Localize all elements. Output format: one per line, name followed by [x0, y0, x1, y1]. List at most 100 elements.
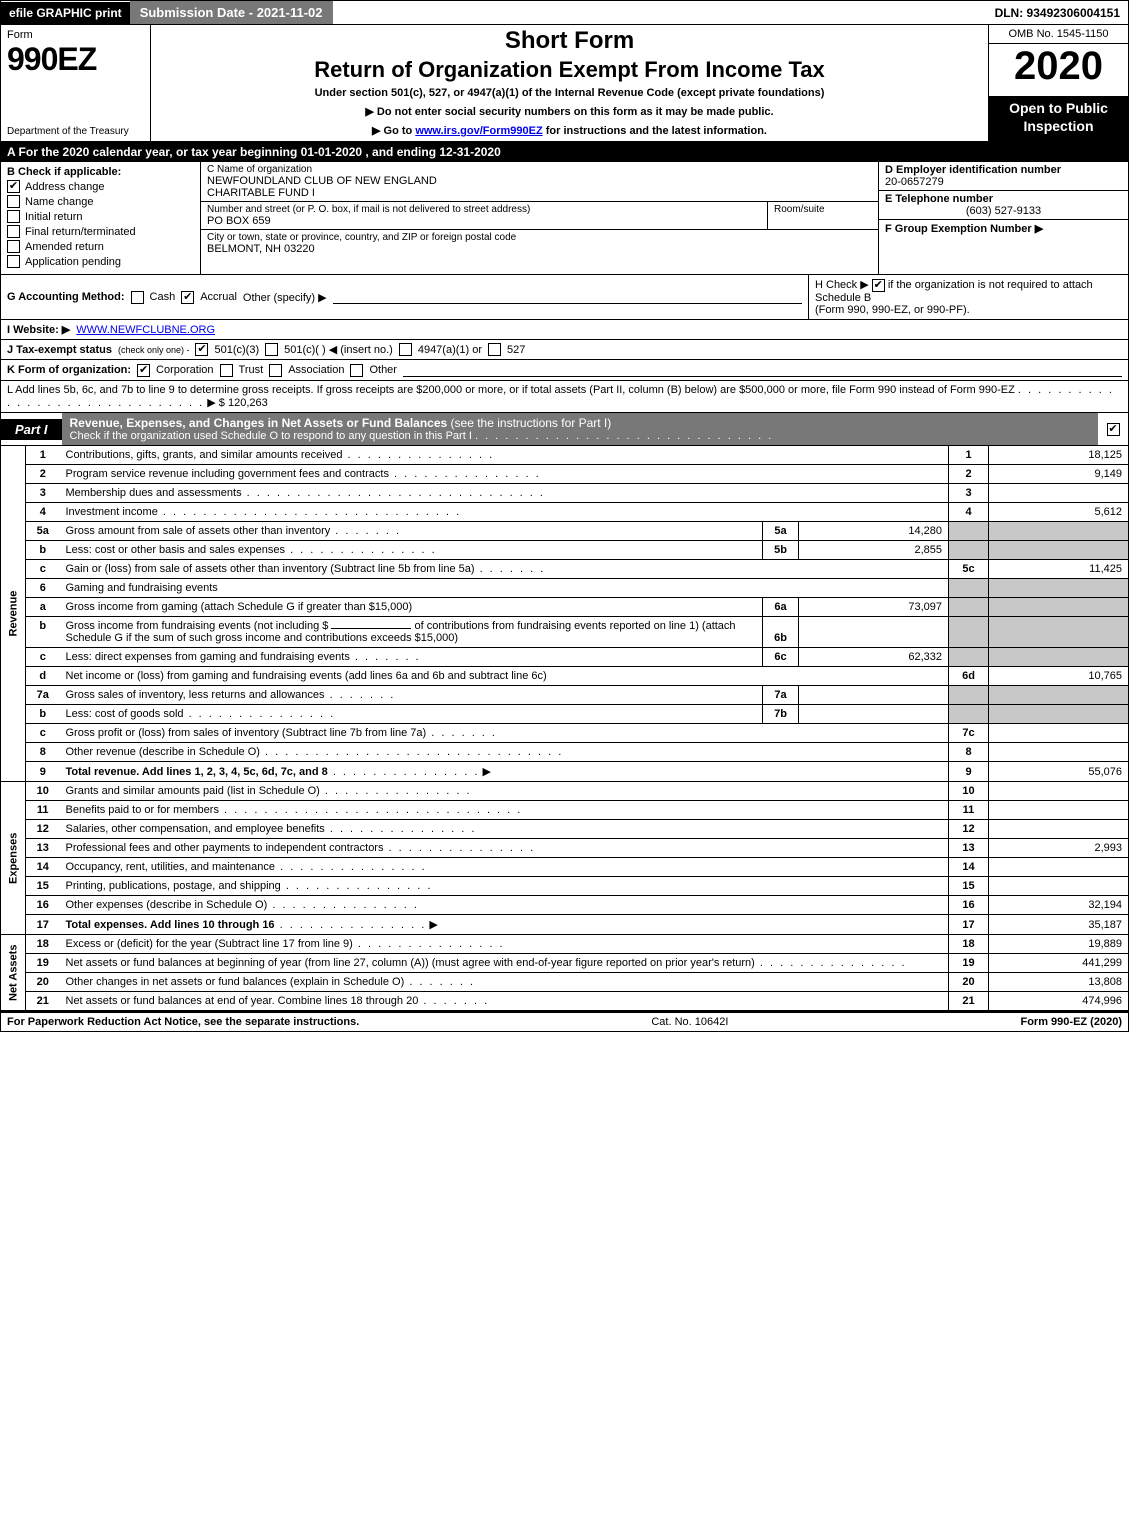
- chk-corp[interactable]: [137, 364, 150, 377]
- checkbox-icon[interactable]: [7, 180, 20, 193]
- row-h: H Check ▶ if the organization is not req…: [808, 275, 1128, 319]
- d-ein: D Employer identification number 20-0657…: [879, 162, 1128, 191]
- outn: 13: [949, 839, 989, 858]
- checkbox-icon[interactable]: [7, 225, 20, 238]
- chk-other[interactable]: [350, 364, 363, 377]
- outn: 12: [949, 820, 989, 839]
- ln: 1: [26, 446, 60, 465]
- chk-label: Final return/terminated: [25, 226, 136, 238]
- outv: 9,149: [989, 465, 1129, 484]
- row-7c: c Gross profit or (loss) from sales of i…: [1, 724, 1129, 743]
- chk-final-return[interactable]: Final return/terminated: [7, 225, 194, 238]
- room-label: Room/suite: [774, 204, 872, 215]
- i-label: I Website: ▶: [7, 323, 70, 336]
- outv: [989, 743, 1129, 762]
- checkbox-icon[interactable]: [1107, 423, 1120, 436]
- row-7b: b Less: cost of goods sold 7b: [1, 705, 1129, 724]
- ln: c: [26, 648, 60, 667]
- outv: [989, 598, 1129, 617]
- row-11: 11 Benefits paid to or for members 11: [1, 801, 1129, 820]
- submission-date: Submission Date - 2021-11-02: [130, 1, 333, 24]
- city-cell: City or town, state or province, country…: [201, 230, 878, 257]
- efile-print[interactable]: efile GRAPHIC print: [1, 2, 130, 24]
- outv: 19,889: [989, 935, 1129, 954]
- checkbox-icon[interactable]: [7, 210, 20, 223]
- chk-trust[interactable]: [220, 364, 233, 377]
- row-9: 9 Total revenue. Add lines 1, 2, 3, 4, 5…: [1, 762, 1129, 782]
- ln: 20: [26, 973, 60, 992]
- outn: [949, 705, 989, 724]
- chk-501c3[interactable]: [195, 343, 208, 356]
- city-val: BELMONT, NH 03220: [207, 243, 872, 255]
- outv: 55,076: [989, 762, 1129, 782]
- row-15: 15 Printing, publications, postage, and …: [1, 877, 1129, 896]
- open-public: Open to Public Inspection: [989, 96, 1128, 141]
- row-21: 21 Net assets or fund balances at end of…: [1, 992, 1129, 1011]
- g-other: Other (specify) ▶: [243, 291, 327, 304]
- outn: 4: [949, 503, 989, 522]
- desc: Professional fees and other payments to …: [60, 839, 949, 858]
- org-name-2: CHARITABLE FUND I: [207, 187, 872, 199]
- outn: 18: [949, 935, 989, 954]
- outv: [989, 705, 1129, 724]
- outn: 20: [949, 973, 989, 992]
- desc: Other changes in net assets or fund bala…: [60, 973, 949, 992]
- k-other: Other: [369, 364, 397, 376]
- omb-number: OMB No. 1545-1150: [989, 25, 1128, 44]
- k-trust: Trust: [239, 364, 264, 376]
- chk-application-pending[interactable]: Application pending: [7, 255, 194, 268]
- room-cell: Room/suite: [768, 202, 878, 229]
- chk-amended-return[interactable]: Amended return: [7, 240, 194, 253]
- header-right: OMB No. 1545-1150 2020 Open to Public In…: [988, 25, 1128, 141]
- row-6: 6 Gaming and fundraising events: [1, 579, 1129, 598]
- section-netassets: Net Assets: [1, 935, 26, 1011]
- h-text3: (Form 990, 990-EZ, or 990-PF).: [815, 304, 970, 316]
- row-10: Expenses 10 Grants and similar amounts p…: [1, 782, 1129, 801]
- band-tax-year: A For the 2020 calendar year, or tax yea…: [0, 142, 1129, 162]
- ln: 11: [26, 801, 60, 820]
- subv: 73,097: [799, 598, 949, 617]
- outv: [989, 686, 1129, 705]
- outn: 15: [949, 877, 989, 896]
- ln: 17: [26, 915, 60, 935]
- chk-cash[interactable]: [131, 291, 144, 304]
- street-row: Number and street (or P. O. box, if mail…: [201, 202, 878, 230]
- part1-check[interactable]: [1098, 423, 1128, 436]
- outv: 10,765: [989, 667, 1129, 686]
- page-footer: For Paperwork Reduction Act Notice, see …: [0, 1011, 1129, 1032]
- ln: 8: [26, 743, 60, 762]
- chk-527[interactable]: [488, 343, 501, 356]
- checkbox-icon[interactable]: [7, 195, 20, 208]
- row-12: 12 Salaries, other compensation, and emp…: [1, 820, 1129, 839]
- l-text: L Add lines 5b, 6c, and 7b to line 9 to …: [7, 384, 1015, 396]
- e-phone: E Telephone number (603) 527-9133: [879, 191, 1128, 220]
- outn: 14: [949, 858, 989, 877]
- chk-initial-return[interactable]: Initial return: [7, 210, 194, 223]
- outv: 2,993: [989, 839, 1129, 858]
- goto-link[interactable]: www.irs.gov/Form990EZ: [415, 125, 542, 137]
- j-501c3: 501(c)(3): [214, 344, 259, 356]
- desc: Less: cost or other basis and sales expe…: [60, 541, 763, 560]
- desc: Salaries, other compensation, and employ…: [60, 820, 949, 839]
- chk-h[interactable]: [872, 279, 885, 292]
- subv: 14,280: [799, 522, 949, 541]
- outv: [989, 648, 1129, 667]
- checkbox-icon[interactable]: [7, 240, 20, 253]
- row-i: I Website: ▶ WWW.NEWFCLUBNE.ORG: [0, 320, 1129, 340]
- website-link[interactable]: WWW.NEWFCLUBNE.ORG: [76, 324, 215, 336]
- street-val: PO BOX 659: [207, 215, 761, 227]
- chk-4947[interactable]: [399, 343, 412, 356]
- chk-accrual[interactable]: [181, 291, 194, 304]
- g-label: G Accounting Method:: [7, 291, 125, 303]
- j-527: 527: [507, 344, 525, 356]
- chk-name-change[interactable]: Name change: [7, 195, 194, 208]
- row-8: 8 Other revenue (describe in Schedule O)…: [1, 743, 1129, 762]
- checkbox-icon[interactable]: [7, 255, 20, 268]
- ln: 10: [26, 782, 60, 801]
- row-5c: c Gain or (loss) from sale of assets oth…: [1, 560, 1129, 579]
- row-5a: 5a Gross amount from sale of assets othe…: [1, 522, 1129, 541]
- chk-assoc[interactable]: [269, 364, 282, 377]
- chk-address-change[interactable]: Address change: [7, 180, 194, 193]
- outn: 19: [949, 954, 989, 973]
- chk-501c[interactable]: [265, 343, 278, 356]
